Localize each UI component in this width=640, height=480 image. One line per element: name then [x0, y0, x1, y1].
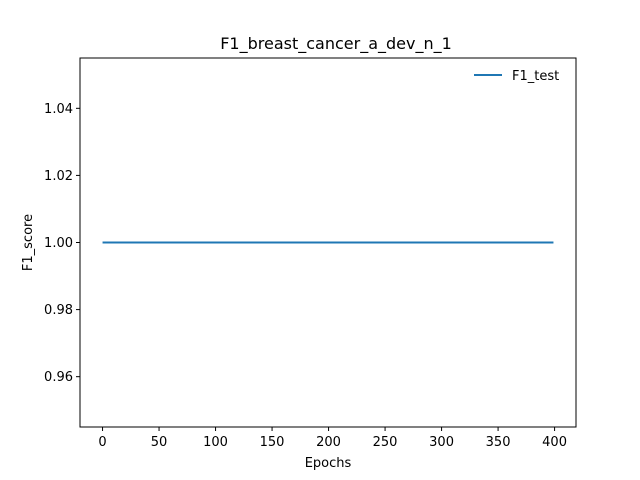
x-tick-label: 300	[429, 435, 454, 450]
y-tick-label: 0.96	[44, 370, 73, 385]
x-tick-label: 250	[373, 435, 398, 450]
chart-title: F1_breast_cancer_a_dev_n_1	[220, 34, 452, 54]
x-tick-label: 200	[316, 435, 341, 450]
x-axis-ticks: 0 50 100 150 200 250 300 350 400	[98, 427, 567, 450]
legend: F1_test	[474, 69, 559, 84]
x-tick-label: 0	[98, 435, 106, 450]
y-tick-label: 1.00	[44, 236, 73, 251]
y-tick-label: 1.04	[44, 102, 73, 117]
legend-label-f1-test: F1_test	[512, 69, 559, 84]
x-tick-label: 50	[151, 435, 168, 450]
y-tick-label: 1.02	[44, 169, 73, 184]
y-axis-label: F1_score	[21, 214, 36, 271]
x-tick-label: 100	[203, 435, 228, 450]
x-tick-label: 350	[486, 435, 511, 450]
x-axis-label: Epochs	[305, 456, 352, 471]
y-tick-label: 0.98	[44, 303, 73, 318]
y-axis-ticks: 0.96 0.98 1.00 1.02 1.04	[44, 102, 80, 385]
x-tick-label: 150	[260, 435, 285, 450]
x-tick-label: 400	[542, 435, 567, 450]
